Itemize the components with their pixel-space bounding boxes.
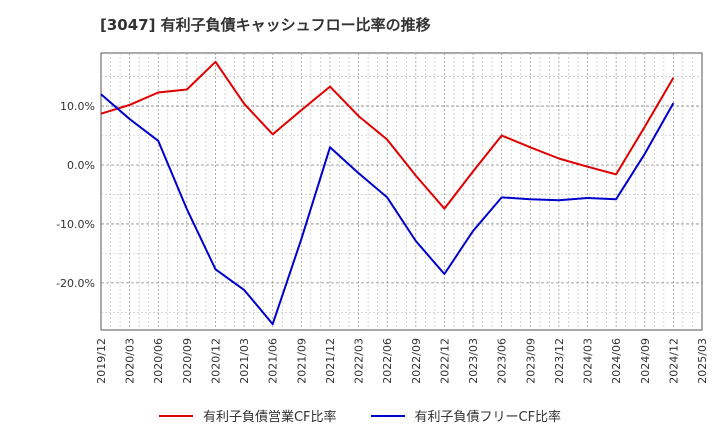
y-gridlines — [101, 76, 702, 313]
legend: 有利子負債営業CF比率 有利子負債フリーCF比率 — [0, 406, 720, 425]
x-tick-label: 2025/03 — [696, 338, 709, 384]
series-lines — [100, 60, 675, 326]
x-tick-label: 2024/03 — [582, 338, 595, 384]
x-tick-label: 2022/09 — [410, 338, 423, 384]
legend-label-free-cf: 有利子負債フリーCF比率 — [414, 410, 562, 425]
y-tick-label: 10.0% — [60, 100, 95, 113]
legend-swatch-free-cf — [370, 414, 405, 417]
x-tick-label: 2020/12 — [209, 338, 222, 384]
x-tick-label: 2023/03 — [467, 338, 480, 384]
x-tick-label: 2022/12 — [438, 338, 451, 384]
x-tick-label: 2021/06 — [267, 338, 280, 384]
x-tick-label: 2019/12 — [95, 338, 108, 384]
x-tick-label: 2024/09 — [639, 338, 652, 384]
x-tick-label: 2021/09 — [295, 338, 308, 384]
chart-title: [3047] 有利子負債キャッシュフロー比率の推移 — [100, 16, 431, 34]
series-line-0 — [100, 60, 675, 210]
legend-swatch-operating-cf — [158, 414, 193, 417]
x-tick-labels: 2019/12 2020/03 2020/06 2020/09 2020/12 2021/… — [95, 338, 709, 384]
x-tick-label: 2023/06 — [496, 338, 509, 384]
y-tick-label: 0.0% — [67, 159, 95, 172]
x-tick-label: 2024/06 — [610, 338, 623, 384]
y-tick-labels: 10.0% 0.0% -10.0% -20.0% — [56, 100, 95, 290]
x-tick-label: 2021/03 — [238, 338, 251, 384]
x-tick-label: 2020/06 — [152, 338, 165, 384]
x-tick-label: 2022/06 — [381, 338, 394, 384]
x-tick-label: 2022/03 — [353, 338, 366, 384]
x-tick-label: 2023/09 — [524, 338, 537, 384]
legend-item-free-cf: 有利子負債フリーCF比率 — [370, 406, 562, 425]
x-tick-label: 2021/12 — [324, 338, 337, 384]
y-tick-label: -10.0% — [56, 218, 95, 231]
x-tick-label: 2023/12 — [553, 338, 566, 384]
plot-area — [100, 52, 703, 331]
legend-label-operating-cf: 有利子負債営業CF比率 — [202, 410, 337, 425]
legend-item-operating-cf: 有利子負債営業CF比率 — [158, 406, 337, 425]
x-tick-label: 2020/09 — [181, 338, 194, 384]
y-tick-label: -20.0% — [56, 277, 95, 290]
series-line-1 — [100, 93, 675, 326]
x-tick-label: 2024/12 — [667, 338, 680, 384]
x-tick-label: 2020/03 — [124, 338, 137, 384]
